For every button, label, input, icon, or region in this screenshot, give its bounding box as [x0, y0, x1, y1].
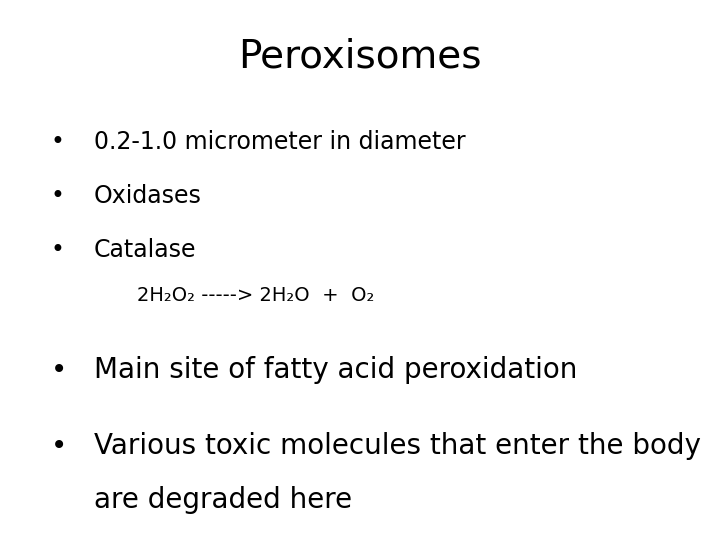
Text: Peroxisomes: Peroxisomes: [238, 38, 482, 76]
Text: are degraded here: are degraded here: [94, 486, 352, 514]
Text: Main site of fatty acid peroxidation: Main site of fatty acid peroxidation: [94, 356, 577, 384]
Text: Oxidases: Oxidases: [94, 184, 202, 207]
Text: 2H₂O₂ -----> 2H₂O  +  O₂: 2H₂O₂ -----> 2H₂O + O₂: [137, 286, 374, 305]
Text: •: •: [50, 184, 64, 207]
Text: Catalase: Catalase: [94, 238, 196, 261]
Text: •: •: [50, 130, 64, 153]
Text: •: •: [50, 432, 67, 460]
Text: 0.2-1.0 micrometer in diameter: 0.2-1.0 micrometer in diameter: [94, 130, 465, 153]
Text: Various toxic molecules that enter the body: Various toxic molecules that enter the b…: [94, 432, 701, 460]
Text: •: •: [50, 238, 64, 261]
Text: •: •: [50, 356, 67, 384]
